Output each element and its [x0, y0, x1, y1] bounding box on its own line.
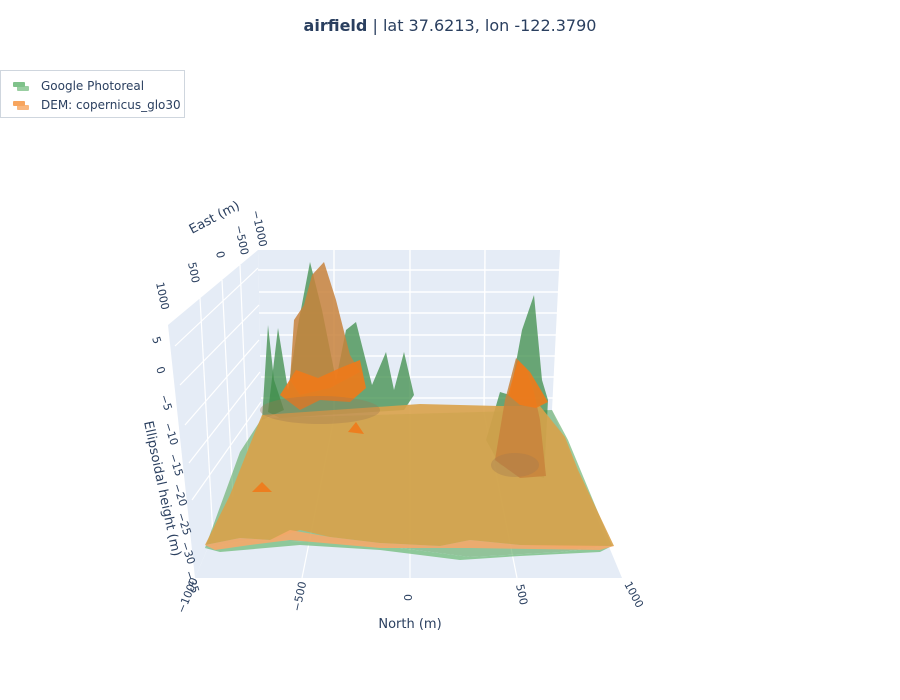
- dem-bright-streaks: [252, 360, 548, 492]
- east-tick: −500: [232, 224, 251, 256]
- legend: Google Photoreal DEM: copernicus_glo30: [0, 70, 185, 118]
- peak: [290, 262, 360, 395]
- streak: [252, 482, 272, 492]
- height-tick: 0: [153, 365, 168, 376]
- north-tick: −500: [290, 580, 309, 612]
- dem-surface-front: [205, 530, 614, 550]
- peak: [262, 325, 284, 420]
- streak: [508, 360, 548, 408]
- height-tick: 5: [149, 335, 164, 346]
- title-separator: |: [372, 16, 383, 35]
- left-wall: [168, 250, 262, 578]
- legend-label: DEM: copernicus_glo30: [41, 98, 181, 112]
- height-axis-ticks: 5 0 −5 −10 −15 −20 −25 −30 −35: [149, 335, 202, 595]
- north-tick: 1000: [621, 579, 646, 610]
- blob: [491, 453, 539, 477]
- north-axis-title: North (m): [378, 617, 441, 632]
- legend-swatch-dem: [13, 99, 31, 111]
- streak: [348, 422, 364, 434]
- north-tick: 500: [513, 583, 530, 606]
- chart-title: airfield | lat 37.6213, lon -122.3790: [0, 16, 900, 35]
- north-tick: 0: [402, 594, 415, 601]
- site-name: airfield: [303, 16, 368, 35]
- legend-label: Google Photoreal: [41, 79, 145, 93]
- left-wall-grid: [174, 264, 262, 538]
- east-tick: −1000: [249, 209, 269, 248]
- east-tick: 0: [213, 250, 227, 260]
- site-coordinates: lat 37.6213, lon -122.3790: [382, 16, 597, 35]
- legend-item-dem[interactable]: DEM: copernicus_glo30: [13, 96, 181, 114]
- dem-surface-base: [205, 404, 614, 548]
- height-tick: −10: [161, 421, 181, 447]
- height-tick: −5: [157, 393, 174, 412]
- east-tick: 500: [185, 261, 202, 284]
- surface-texture: [260, 396, 539, 477]
- blob: [260, 396, 380, 424]
- north-axis-ticks: −1000 −500 0 500 1000: [175, 576, 646, 615]
- google-surface-edge: [205, 540, 612, 560]
- east-tick: 1000: [153, 281, 172, 311]
- peak: [495, 358, 546, 478]
- legend-swatch-google: [13, 80, 31, 92]
- dem-peaks: [290, 262, 546, 478]
- legend-item-google-photoreal[interactable]: Google Photoreal: [13, 77, 144, 95]
- streak: [280, 360, 366, 410]
